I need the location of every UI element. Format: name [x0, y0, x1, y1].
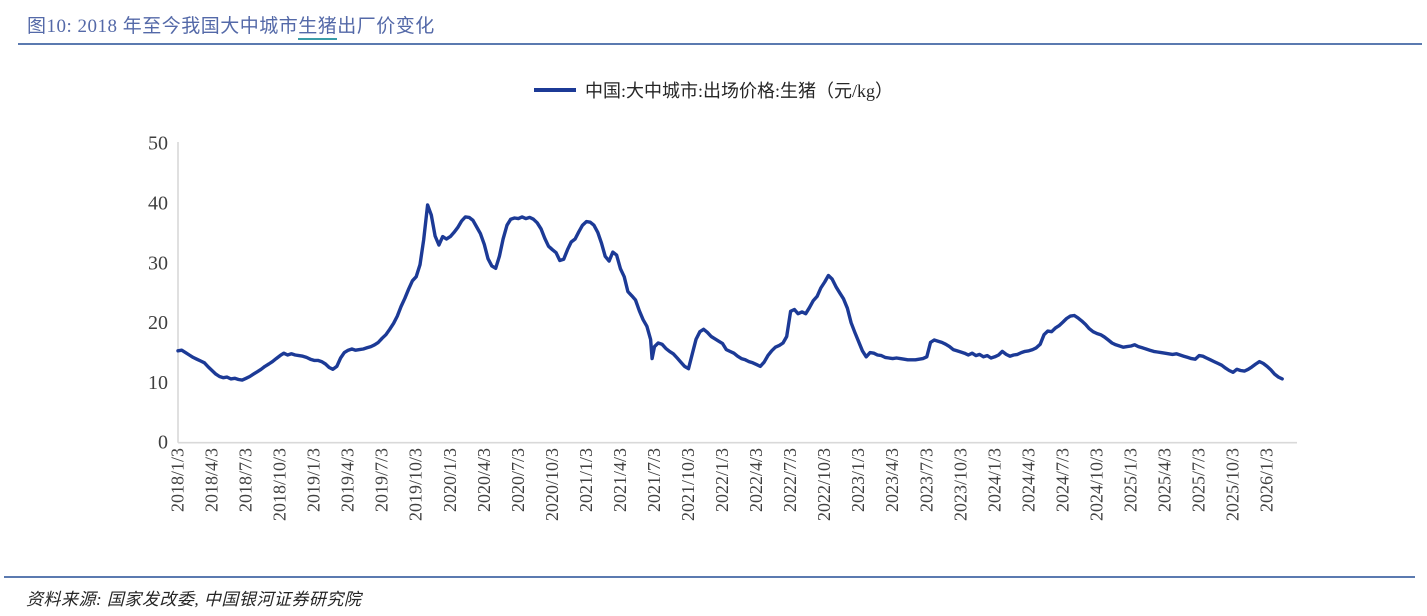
x-tick-label: 2019/10/3 [406, 448, 426, 521]
x-tick-label: 2024/10/3 [1086, 448, 1106, 521]
figure-title: 图10: 2018 年至今我国大中城市生猪出厂价变化 [27, 11, 435, 40]
y-tick-label: 10 [148, 372, 168, 394]
x-tick-label: 2023/4/3 [882, 448, 902, 512]
x-tick-label: 2024/4/3 [1018, 448, 1038, 512]
figure-title-suffix: 出厂价变化 [337, 16, 435, 37]
chart-legend: 中国:大中城市:出场价格:生猪（元/kg） [0, 77, 1427, 103]
x-tick-label: 2023/10/3 [950, 448, 970, 521]
x-tick-label: 2020/10/3 [542, 448, 562, 521]
legend-line-swatch-icon [533, 88, 576, 92]
x-tick-label: 2022/4/3 [746, 448, 766, 512]
x-tick-label: 2025/4/3 [1155, 448, 1175, 512]
y-tick-label: 20 [148, 312, 168, 334]
x-tick-label: 2021/1/3 [576, 448, 596, 512]
x-tick-label: 2023/1/3 [848, 448, 868, 512]
top-divider [18, 43, 1422, 45]
legend-label: 中国:大中城市:出场价格:生猪（元/kg） [584, 81, 893, 101]
x-tick-label: 2020/1/3 [440, 448, 460, 512]
x-tick-label: 2018/1/3 [168, 448, 188, 512]
x-tick-label: 2018/4/3 [202, 448, 222, 512]
x-tick-label: 2025/1/3 [1120, 448, 1140, 512]
x-tick-label: 2021/10/3 [678, 448, 698, 521]
x-tick-label: 2024/1/3 [984, 448, 1004, 512]
x-tick-label: 2018/10/3 [270, 448, 290, 521]
x-tick-label: 2023/7/3 [916, 448, 936, 512]
x-tick-label: 2021/7/3 [644, 448, 664, 512]
x-tick-label: 2020/7/3 [508, 448, 528, 512]
x-tick-label: 2024/7/3 [1052, 448, 1072, 512]
x-tick-label: 2025/10/3 [1223, 448, 1243, 521]
figure-title-prefix: 图10: 2018 年至今我国大中城市 [27, 16, 299, 37]
y-tick-label: 40 [148, 193, 168, 215]
price-line-series [176, 203, 1284, 382]
x-tick-label: 2025/7/3 [1189, 448, 1209, 512]
x-tick-label: 2021/4/3 [610, 448, 630, 512]
y-tick-label: 50 [148, 133, 168, 155]
y-tick-label: 0 [158, 432, 168, 454]
x-tick-label: 2022/10/3 [814, 448, 834, 521]
x-tick-label: 2022/1/3 [712, 448, 732, 512]
x-tick-label: 2019/1/3 [304, 448, 324, 512]
x-tick-label: 2018/7/3 [236, 448, 256, 512]
source-note: 资料来源: 国家发改委, 中国银河证券研究院 [26, 590, 362, 609]
pig-price-link[interactable]: 生猪 [298, 16, 338, 40]
x-tick-label: 2026/1/3 [1257, 448, 1277, 512]
x-tick-label: 2019/4/3 [338, 448, 358, 512]
y-tick-label: 30 [148, 252, 168, 274]
x-tick-label: 2019/7/3 [372, 448, 392, 512]
bottom-divider [4, 576, 1415, 578]
x-tick-label: 2020/4/3 [474, 448, 494, 512]
x-tick-label: 2022/7/3 [780, 448, 800, 512]
